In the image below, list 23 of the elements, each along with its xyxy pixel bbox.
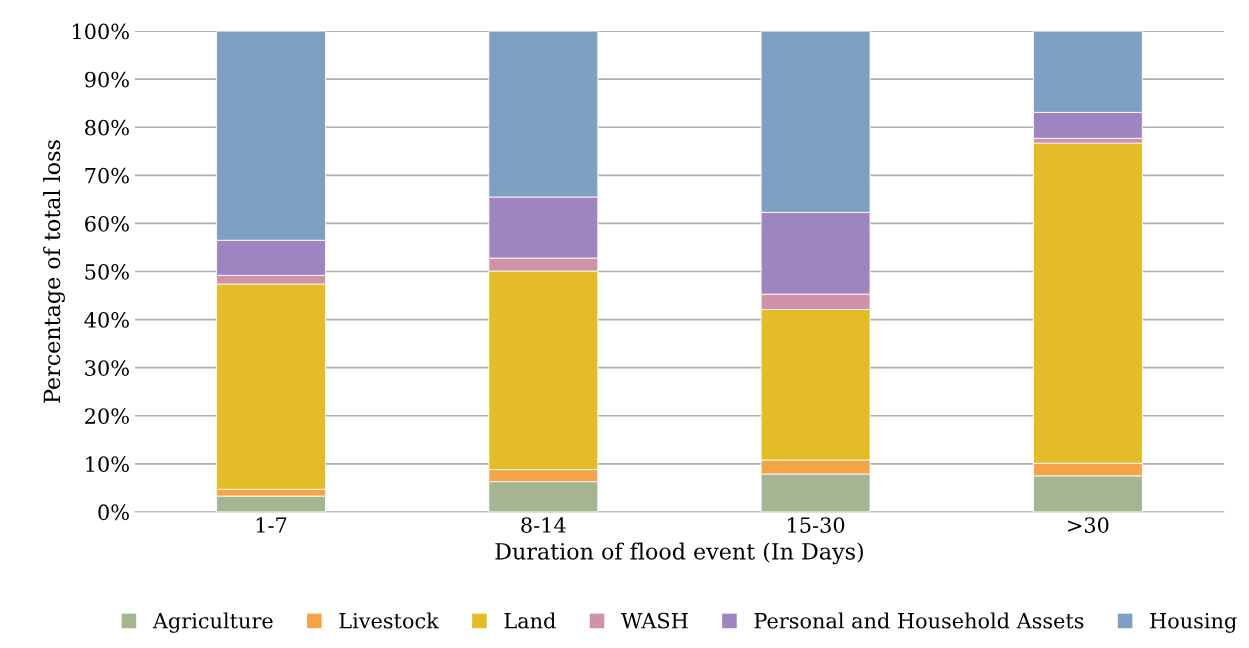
x-tick-label: 1-7 (256, 517, 287, 533)
y-tick-label: 40% (84, 312, 129, 328)
y-tick-label: 100% (73, 23, 129, 40)
y-tick-label: 70% (85, 167, 129, 184)
x-tick-label: >30 (1068, 517, 1109, 533)
legend-label: Livestock (339, 612, 439, 629)
y-tick-label: 80% (85, 119, 129, 136)
x-axis-title: Duration of flood event (In Days) (495, 542, 863, 565)
legend-label: Agriculture (152, 612, 273, 633)
legend-label: WASH (621, 612, 688, 629)
legend-label: Housing (1150, 612, 1237, 633)
y-tick-label: 30% (85, 360, 129, 376)
legend-label: Land (504, 612, 556, 629)
x-tick-label: 8-14 (521, 517, 566, 533)
y-tick-label: 50% (85, 263, 129, 280)
y-tick-label: 90% (85, 71, 129, 88)
y-axis-title: Percentage of total loss (43, 140, 65, 403)
x-tick-label: 15-30 (788, 517, 845, 533)
y-tick-label: 20% (85, 408, 129, 424)
y-tick-label: 60% (85, 215, 129, 232)
y-tick-label: 0% (98, 504, 129, 521)
y-tick-label: 10% (86, 456, 129, 473)
legend-label: Personal and Household Assets (754, 612, 1084, 629)
